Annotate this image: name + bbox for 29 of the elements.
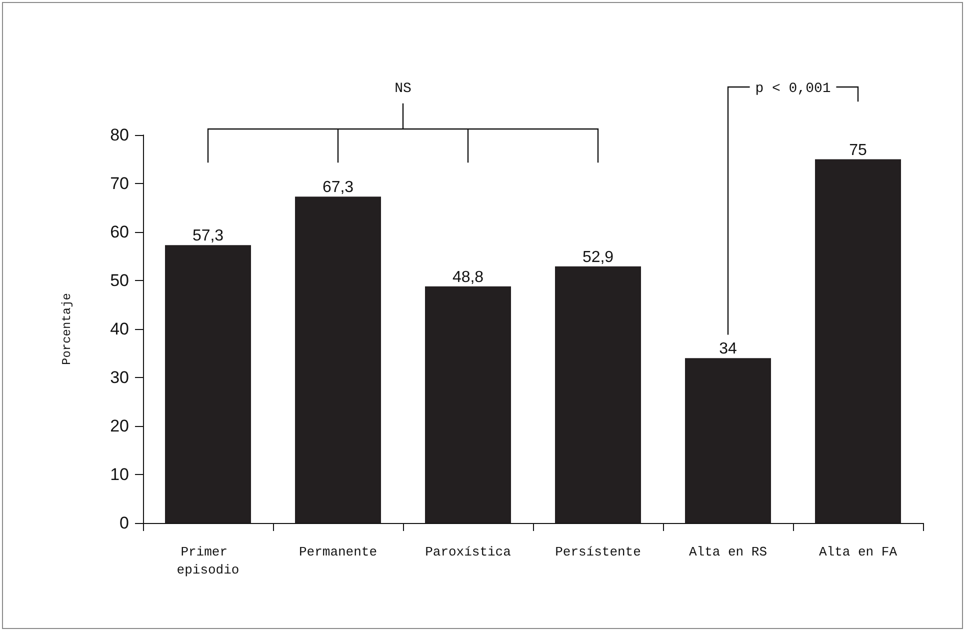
data-label: 52,9 — [582, 248, 614, 266]
bar — [295, 196, 381, 523]
bar — [165, 245, 251, 523]
y-tick-label: 60 — [110, 222, 129, 242]
x-tick-label: Primer episodio — [176, 544, 240, 578]
y-tick-label: 0 — [120, 514, 129, 532]
x-tick-label: Paroxística — [425, 544, 512, 560]
y-tick-label: 70 — [110, 174, 129, 193]
bar — [555, 266, 641, 523]
y-tick-label: 80 — [110, 126, 129, 144]
text: NS — [394, 81, 412, 97]
data-label: 57,3 — [192, 228, 224, 245]
y-tick-label: 40 — [110, 320, 129, 338]
text: p < 0,001 — [755, 81, 831, 97]
y-axis-title: Porcentaje — [60, 292, 74, 366]
y-tick-label: 10 — [110, 465, 129, 484]
x-tick-label: Alta en FA — [818, 544, 898, 560]
data-label: 75 — [849, 142, 867, 159]
y-tick-label: 20 — [110, 416, 129, 436]
data-label: 34 — [719, 340, 737, 358]
y-tick-label: 30 — [110, 368, 129, 387]
data-label: 48,8 — [452, 268, 484, 286]
x-tick-label: Permanente — [298, 544, 378, 560]
bar — [685, 358, 771, 523]
y-tick-label: 50 — [110, 271, 129, 290]
data-label: 67,3 — [322, 179, 354, 196]
x-tick-label: Persístente — [555, 544, 641, 560]
bar — [425, 286, 511, 523]
x-tick-label: Alta en RS — [688, 544, 768, 560]
